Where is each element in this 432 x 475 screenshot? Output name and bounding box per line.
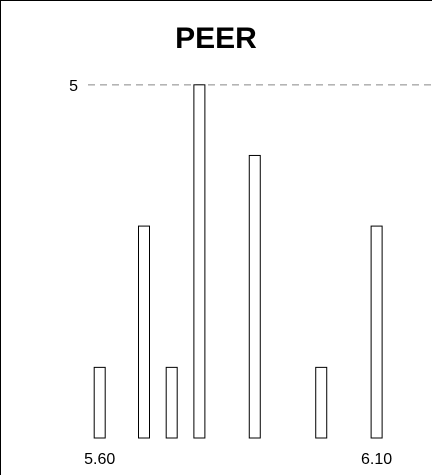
bar xyxy=(193,84,206,439)
bar xyxy=(165,366,178,439)
bar xyxy=(138,225,150,439)
bar xyxy=(370,225,383,439)
reference-line-label: 5 xyxy=(69,78,78,95)
chart-title: PEER xyxy=(175,22,257,55)
bar xyxy=(315,366,328,439)
bar xyxy=(93,366,106,439)
x-tick-label: 5.60 xyxy=(84,451,115,468)
x-tick-label: 6.10 xyxy=(361,451,392,468)
bars-group xyxy=(93,84,383,439)
x-tick-labels-group: 5.60 6.10 xyxy=(84,451,392,468)
bar xyxy=(248,154,261,439)
